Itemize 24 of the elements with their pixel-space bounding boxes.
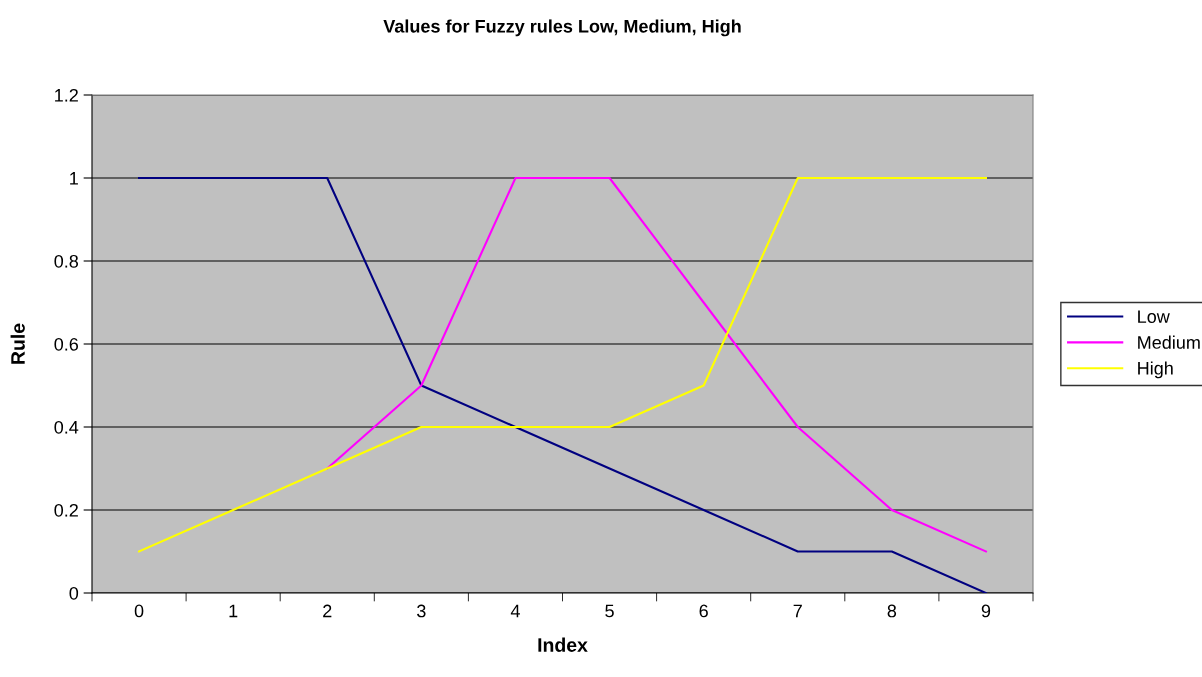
x-tick-label: 8: [887, 604, 897, 618]
x-tick-label: 3: [417, 604, 426, 618]
x-tick-label: 1: [229, 604, 238, 618]
y-tick-label: 0.8: [54, 254, 79, 268]
y-axis-title: Rule: [10, 323, 25, 364]
y-tick-label: 1: [70, 172, 78, 185]
legend-label: High: [1138, 361, 1173, 379]
x-axis-title: Index: [538, 637, 588, 652]
x-tick-label: 4: [510, 604, 520, 618]
y-tick-label: 0.2: [54, 503, 78, 517]
x-tick-label: 7: [793, 604, 802, 618]
legend-label: Low: [1138, 310, 1170, 323]
x-tick-label: 5: [605, 604, 614, 618]
x-tick-label: 9: [981, 604, 991, 618]
x-tick-label: 6: [699, 604, 708, 618]
y-tick-label: 0.6: [54, 337, 79, 351]
x-tick-label: 2: [323, 604, 332, 618]
y-tick-label: 0: [69, 586, 79, 600]
line-series: [326, 176, 987, 553]
y-tick-label: 0.4: [54, 420, 79, 434]
legend-label: Medium: [1138, 335, 1200, 349]
x-tick-label: 0: [134, 604, 144, 618]
chart-title: Values for Fuzzy rules Low, Medium, High: [383, 19, 741, 37]
y-tick-label: 1.2: [55, 88, 78, 102]
